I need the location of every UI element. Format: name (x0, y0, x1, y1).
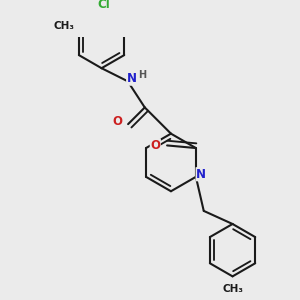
Text: Cl: Cl (98, 0, 111, 11)
Text: O: O (150, 139, 160, 152)
Text: H: H (138, 70, 146, 80)
Text: CH₃: CH₃ (222, 284, 243, 294)
Text: N: N (196, 168, 206, 181)
Text: CH₃: CH₃ (54, 21, 75, 31)
Text: O: O (112, 115, 123, 128)
Text: N: N (127, 72, 137, 85)
